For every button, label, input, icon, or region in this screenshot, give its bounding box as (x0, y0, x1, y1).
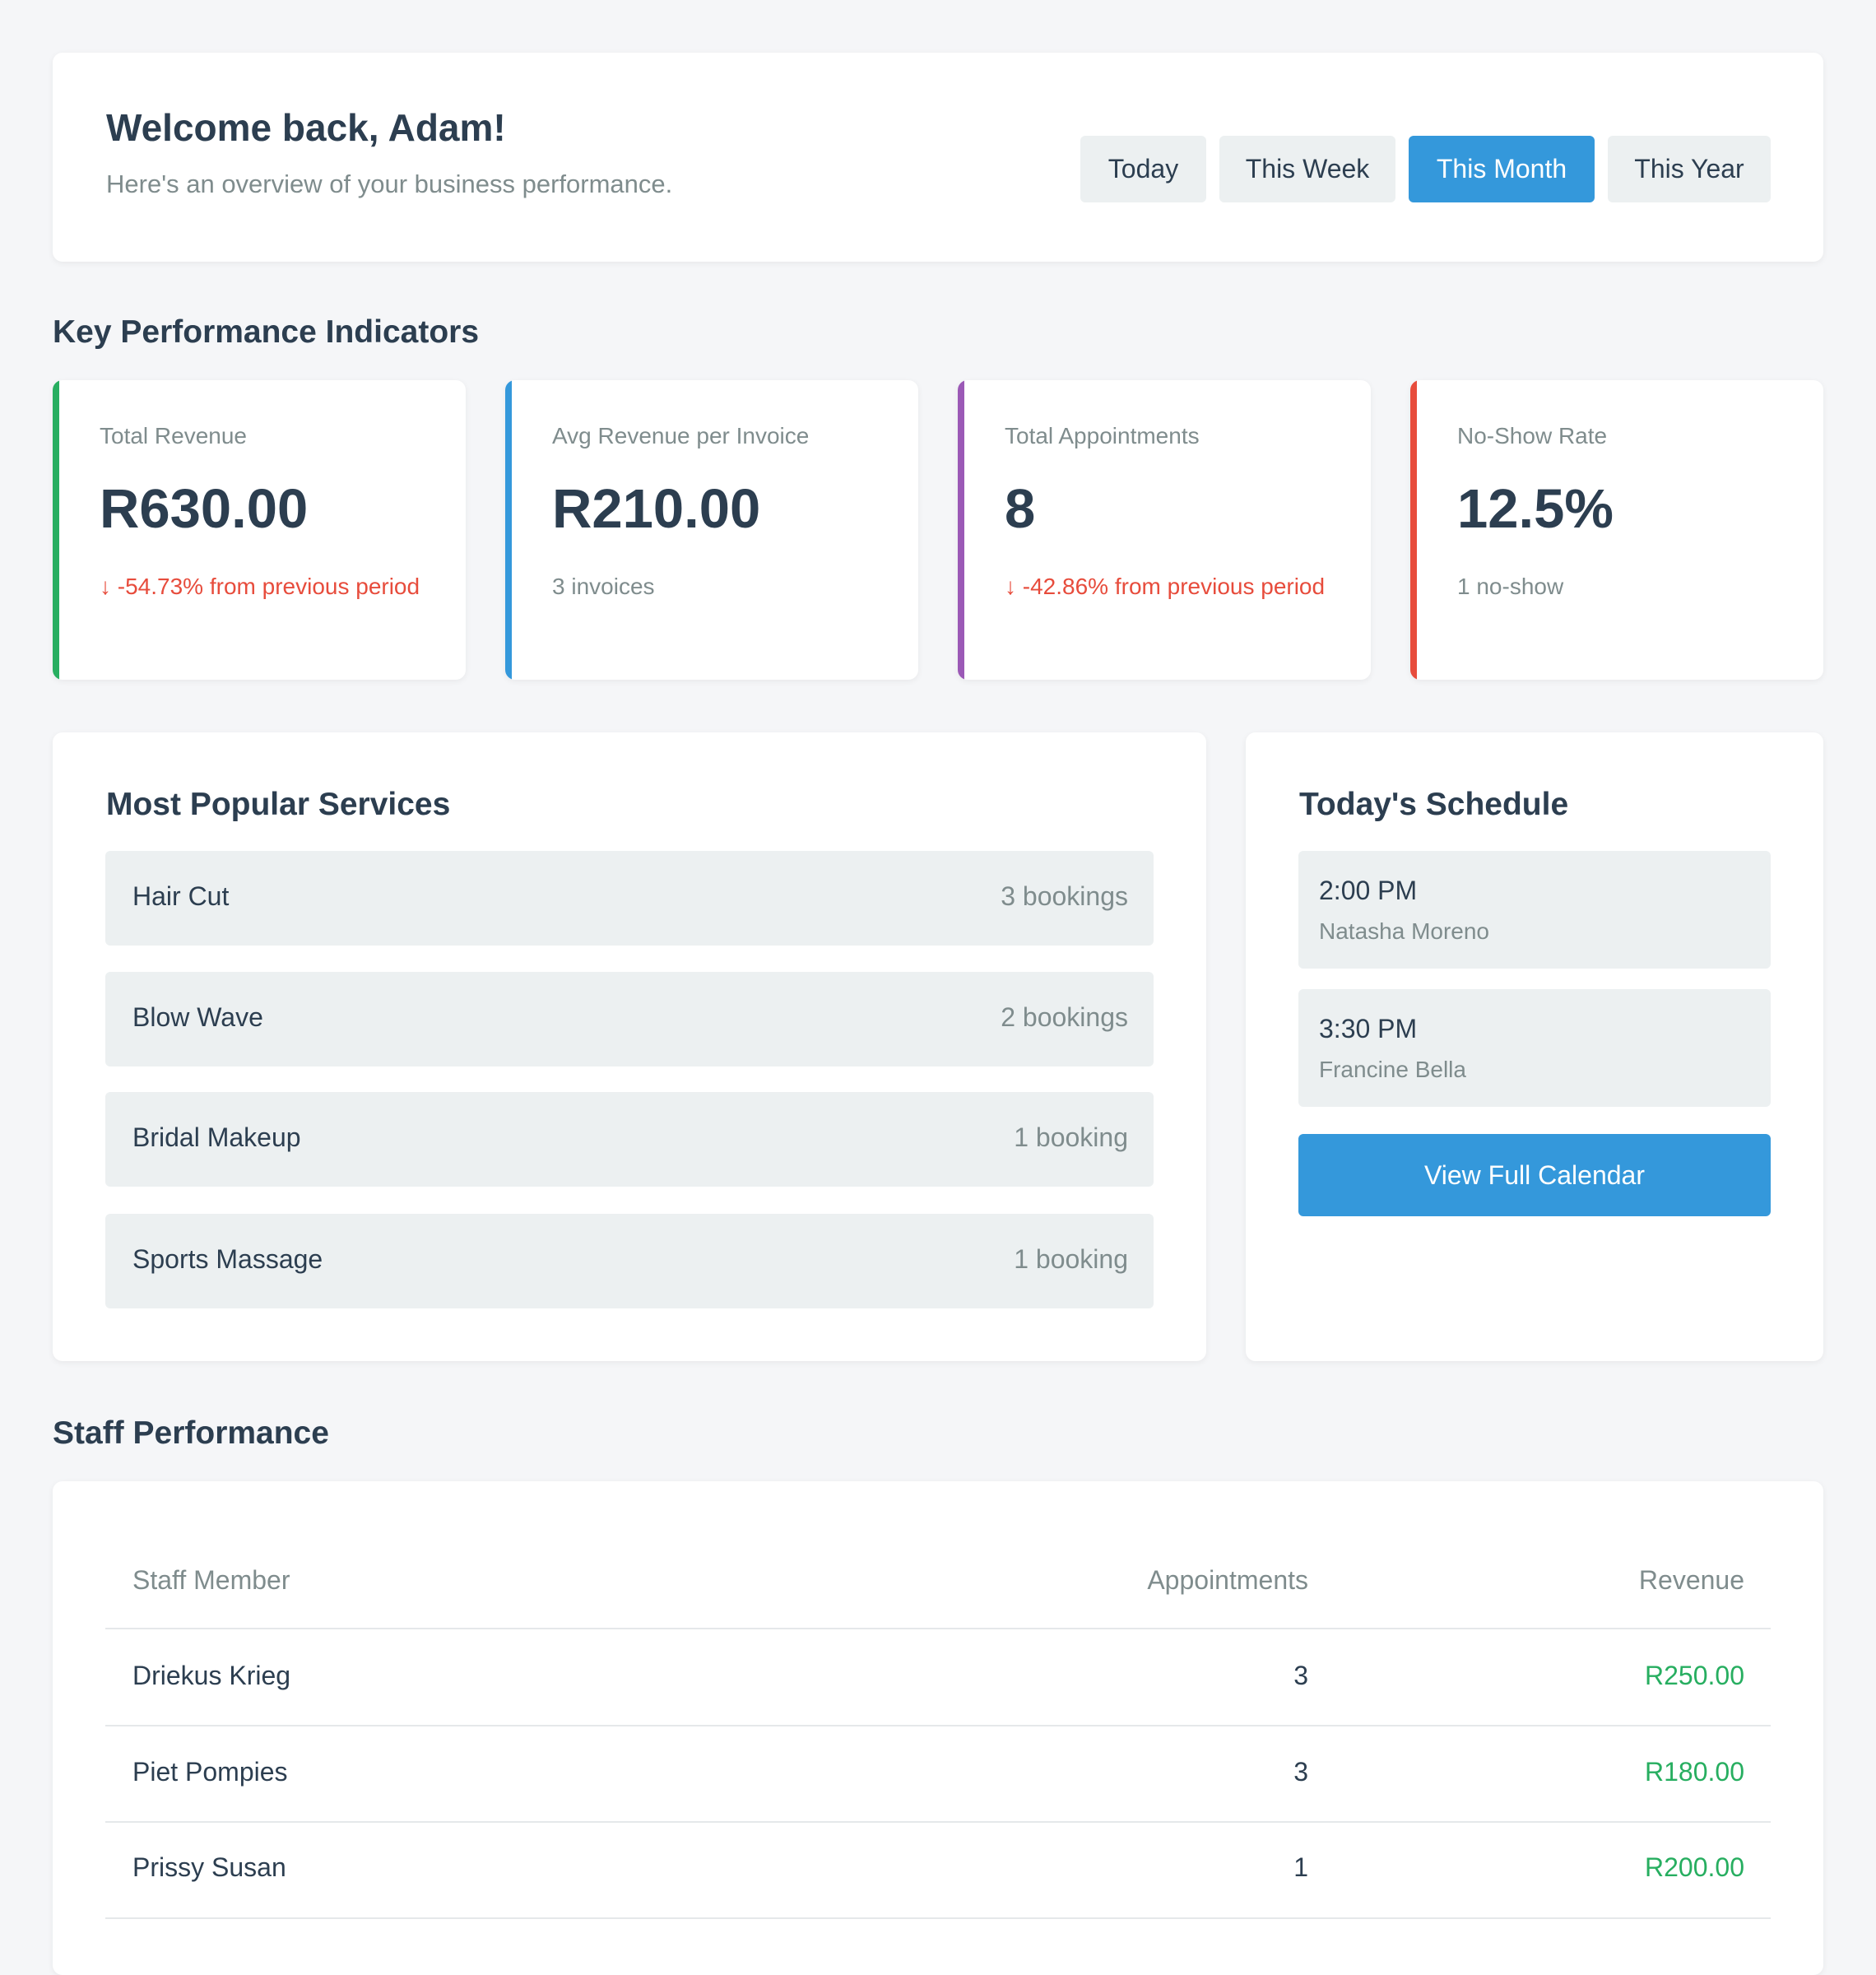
service-name: Sports Massage (132, 1244, 323, 1274)
kpi-accent-bar (505, 380, 512, 680)
service-item[interactable]: Sports Massage 1 booking (105, 1214, 1154, 1308)
service-booking-count: 1 booking (1014, 1122, 1128, 1152)
staff-revenue: R180.00 (1645, 1757, 1744, 1787)
table-row-divider (105, 1917, 1771, 1919)
kpi-note: 3 invoices (552, 574, 655, 599)
table-row-divider (105, 1821, 1771, 1823)
kpi-label: Total Appointments (1005, 423, 1200, 448)
schedule-appointment[interactable]: 3:30 PM Francine Bella (1298, 989, 1771, 1107)
schedule-title: Today's Schedule (1299, 787, 1569, 822)
appointment-time: 3:30 PM (1319, 1014, 1418, 1043)
service-item[interactable]: Blow Wave 2 bookings (105, 972, 1154, 1066)
period-week-button[interactable]: This Week (1219, 136, 1395, 202)
column-header-revenue: Revenue (1638, 1565, 1744, 1595)
kpi-value: 12.5% (1457, 478, 1614, 540)
kpi-section-title: Key Performance Indicators (53, 314, 480, 350)
service-booking-count: 1 booking (1014, 1244, 1128, 1274)
period-month-button[interactable]: This Month (1409, 136, 1595, 202)
kpi-card-no-show-rate: No-Show Rate 12.5% 1 no-show (1410, 380, 1823, 680)
period-year-button[interactable]: This Year (1608, 136, 1771, 202)
popular-services-card: Most Popular Services Hair Cut 3 booking… (53, 732, 1206, 1361)
kpi-note: 1 no-show (1457, 574, 1564, 599)
kpi-card-avg-revenue: Avg Revenue per Invoice R210.00 3 invoic… (505, 380, 918, 680)
staff-name: Driekus Krieg (132, 1661, 291, 1690)
kpi-change-note: ↓ -42.86% from previous period (1005, 574, 1326, 599)
kpi-change-note: ↓ -54.73% from previous period (100, 574, 420, 599)
kpi-label: No-Show Rate (1457, 423, 1608, 448)
period-today-button[interactable]: Today (1080, 136, 1206, 202)
service-name: Blow Wave (132, 1002, 263, 1032)
service-booking-count: 2 bookings (1001, 1002, 1128, 1032)
kpi-value: R630.00 (100, 478, 309, 540)
service-item[interactable]: Hair Cut 3 bookings (105, 851, 1154, 946)
appointment-client: Natasha Moreno (1319, 918, 1490, 944)
welcome-title: Welcome back, Adam! (106, 106, 506, 149)
service-booking-count: 3 bookings (1001, 881, 1128, 911)
kpi-label: Avg Revenue per Invoice (552, 423, 810, 448)
kpi-card-total-appointments: Total Appointments 8 ↓ -42.86% from prev… (958, 380, 1371, 680)
todays-schedule-card: Today's Schedule 2:00 PM Natasha Moreno … (1246, 732, 1823, 1361)
welcome-subtitle: Here's an overview of your business perf… (106, 170, 673, 198)
staff-appointments: 3 (1293, 1661, 1308, 1690)
staff-section-title: Staff Performance (53, 1415, 329, 1451)
popular-services-title: Most Popular Services (106, 787, 451, 822)
staff-revenue: R250.00 (1645, 1661, 1744, 1690)
column-header-appointments: Appointments (1147, 1565, 1308, 1595)
kpi-accent-bar (53, 380, 59, 680)
table-row-divider (105, 1725, 1771, 1726)
appointment-client: Francine Bella (1319, 1057, 1466, 1082)
column-header-staff: Staff Member (132, 1565, 290, 1595)
kpi-card-total-revenue: Total Revenue R630.00 ↓ -54.73% from pre… (53, 380, 466, 680)
view-full-calendar-button[interactable]: View Full Calendar (1298, 1134, 1771, 1216)
service-name: Hair Cut (132, 881, 230, 911)
kpi-value: 8 (1005, 478, 1036, 540)
table-header-divider (105, 1628, 1771, 1629)
staff-name: Prissy Susan (132, 1852, 286, 1882)
staff-appointments: 1 (1293, 1852, 1308, 1882)
staff-appointments: 3 (1293, 1757, 1308, 1787)
welcome-card: Welcome back, Adam! Here's an overview o… (53, 53, 1823, 262)
kpi-value: R210.00 (552, 478, 761, 540)
kpi-accent-bar (958, 380, 964, 680)
service-item[interactable]: Bridal Makeup 1 booking (105, 1092, 1154, 1187)
staff-name: Piet Pompies (132, 1757, 288, 1787)
service-name: Bridal Makeup (132, 1122, 301, 1152)
staff-revenue: R200.00 (1645, 1852, 1744, 1882)
kpi-label: Total Revenue (100, 423, 248, 448)
schedule-appointment[interactable]: 2:00 PM Natasha Moreno (1298, 851, 1771, 969)
kpi-accent-bar (1410, 380, 1417, 680)
appointment-time: 2:00 PM (1319, 876, 1418, 905)
staff-performance-table: Staff Member Appointments Revenue Drieku… (53, 1481, 1823, 1975)
